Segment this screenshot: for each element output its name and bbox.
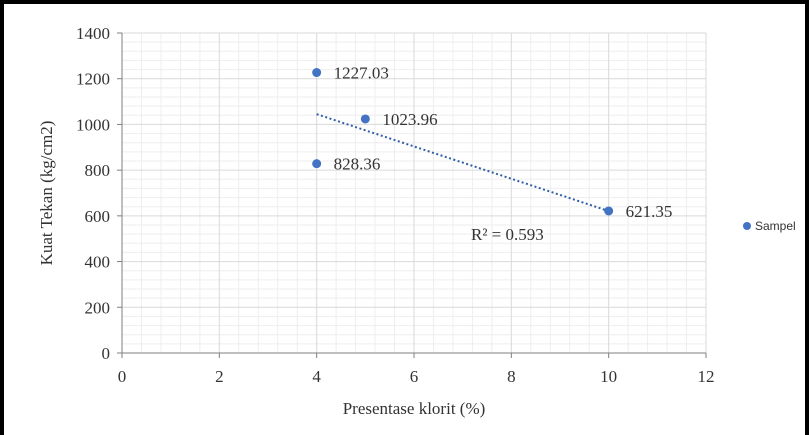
major-gridlines xyxy=(122,32,707,353)
data-label: 1227.03 xyxy=(334,64,389,83)
y-tick-label: 1400 xyxy=(76,24,110,43)
y-tick-label: 1200 xyxy=(76,70,110,89)
data-points xyxy=(312,68,614,216)
y-tick-label: 600 xyxy=(85,207,111,226)
y-tick-labels: 0 200 400 600 800 1000 1200 1400 xyxy=(76,24,110,363)
data-point[interactable] xyxy=(360,114,370,124)
legend[interactable]: Sampel xyxy=(743,219,796,233)
data-labels: 1227.03 1023.96 828.36 621.35 xyxy=(334,64,673,221)
x-tick-label: 0 xyxy=(118,367,127,386)
data-point[interactable] xyxy=(312,159,322,169)
axes xyxy=(117,32,707,358)
trendline xyxy=(316,113,609,213)
y-tick-label: 1000 xyxy=(76,115,110,134)
data-label: 1023.96 xyxy=(382,110,437,129)
data-label: 621.35 xyxy=(626,202,673,221)
x-tick-label: 8 xyxy=(507,367,516,386)
x-axis-title: Presentase klorit (%) xyxy=(343,399,486,418)
data-point[interactable] xyxy=(604,206,614,216)
x-tick-label: 10 xyxy=(600,367,617,386)
x-tick-labels: 0 2 4 6 8 10 12 xyxy=(118,367,715,386)
data-label: 828.36 xyxy=(334,155,381,174)
x-tick-label: 2 xyxy=(215,367,224,386)
data-point[interactable] xyxy=(312,68,322,78)
y-axis-title: Kuat Tekan (kg/cm2) xyxy=(37,121,56,266)
y-tick-label: 400 xyxy=(85,253,111,272)
x-tick-label: 4 xyxy=(312,367,321,386)
x-tick-label: 6 xyxy=(410,367,419,386)
legend-label: Sampel xyxy=(755,219,796,233)
y-tick-label: 0 xyxy=(102,344,111,363)
r-squared-annotation: R² = 0.593 xyxy=(471,225,544,244)
y-tick-label: 200 xyxy=(85,298,111,317)
trendline-line xyxy=(316,113,609,213)
x-tick-label: 12 xyxy=(698,367,715,386)
y-tick-label: 800 xyxy=(85,161,111,180)
legend-marker xyxy=(743,222,751,230)
